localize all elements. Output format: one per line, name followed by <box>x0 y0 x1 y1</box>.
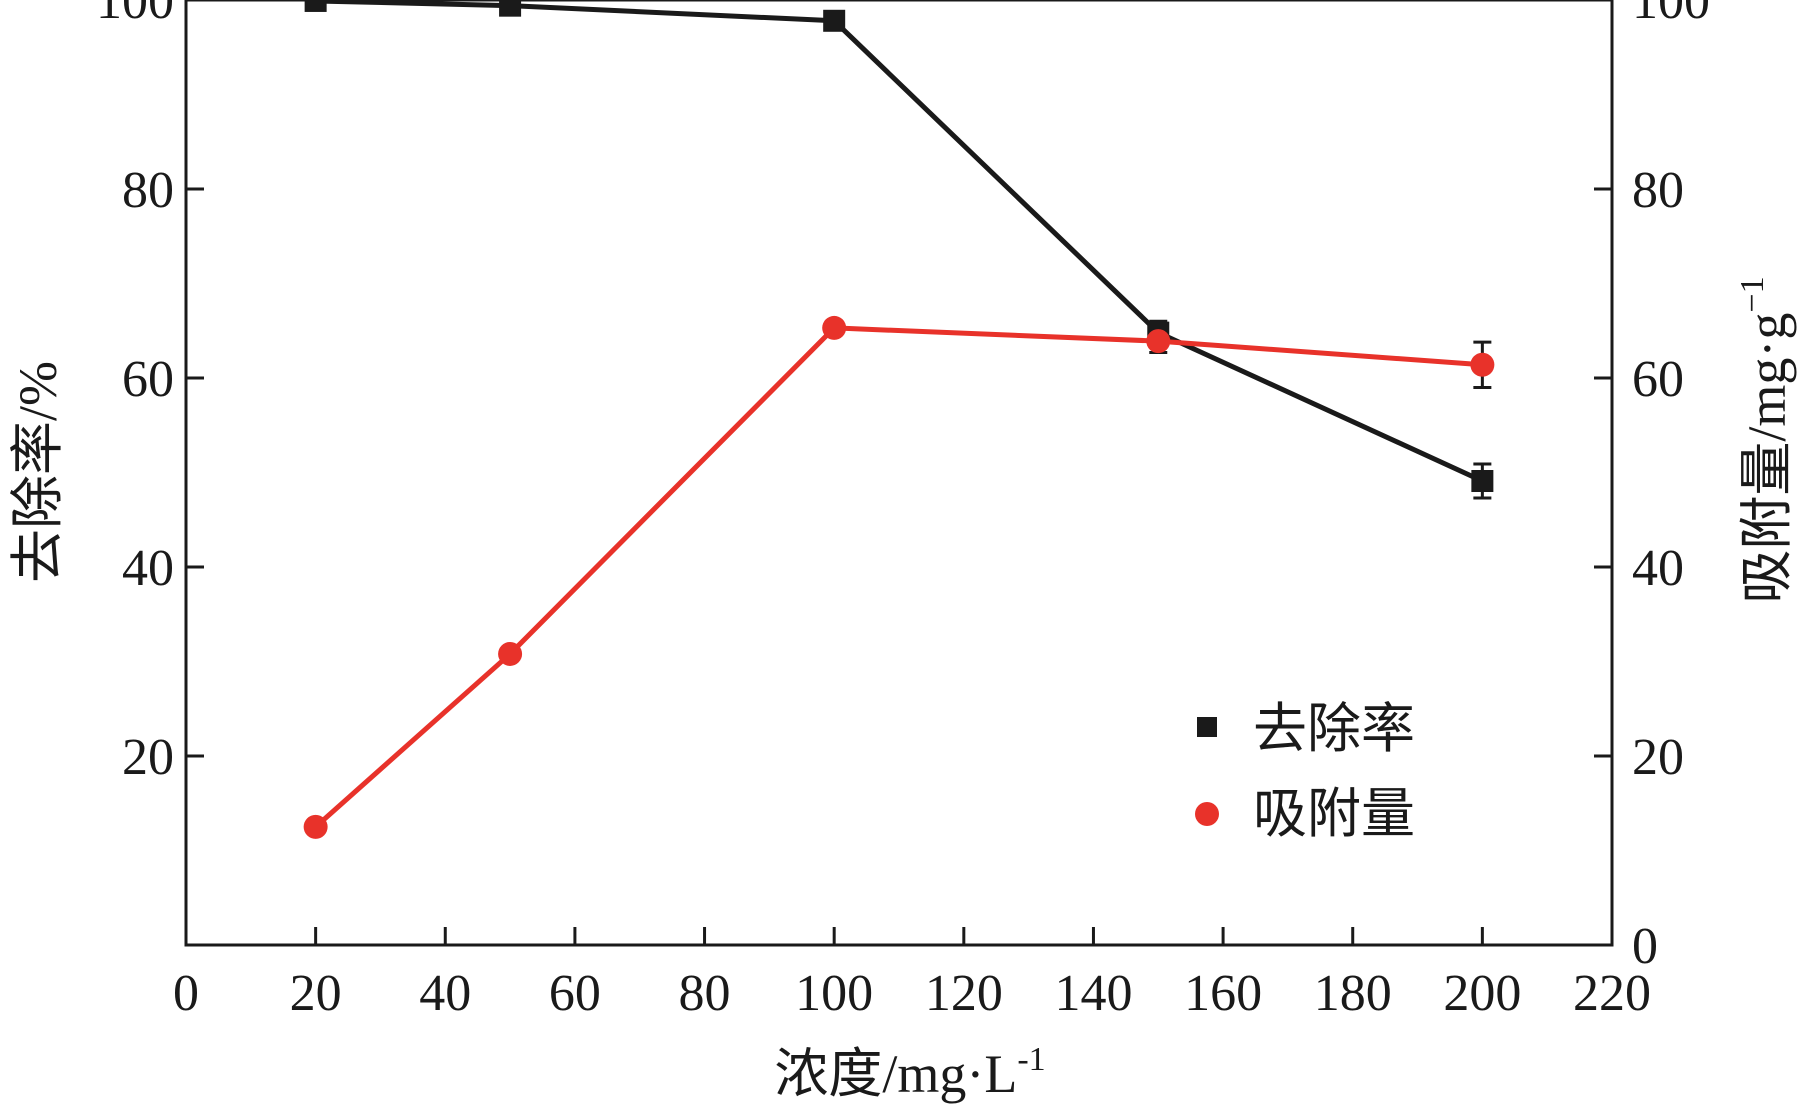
right-y-axis-title: 吸附量/mg·g−1 <box>1734 276 1797 603</box>
data-point-adsorption <box>498 641 523 666</box>
x-axis-ticks: 0 20 40 60 80 100 120 140 160 180 200 220 <box>173 927 1651 1022</box>
plot-frame <box>184 0 1614 947</box>
x-tick-label: 80 <box>679 965 731 1022</box>
x-tick-label: 40 <box>419 965 471 1022</box>
right-y-axis-title-superscript: −1 <box>1734 276 1771 312</box>
legend-label-removal-rate: 去除率 <box>1253 699 1415 759</box>
right-y-tick-label: 100 <box>1632 0 1710 30</box>
x-tick-label: 0 <box>173 965 199 1022</box>
right-y-tick-label: 80 <box>1632 162 1684 219</box>
data-point-adsorption <box>1146 329 1171 354</box>
left-y-tick-label: 20 <box>122 729 174 786</box>
x-tick-label: 180 <box>1314 965 1392 1022</box>
x-tick-label: 120 <box>925 965 1003 1022</box>
right-y-tick-label: 0 <box>1632 918 1658 975</box>
left-y-tick-label: 100 <box>96 0 174 30</box>
left-y-tick-label: 60 <box>122 351 174 408</box>
data-point-adsorption <box>303 814 328 839</box>
legend-marker-adsorption <box>1195 802 1219 826</box>
data-point-removal-rate <box>499 0 522 17</box>
x-tick-label: 160 <box>1184 965 1262 1022</box>
x-tick-label: 100 <box>795 965 873 1022</box>
series-layer <box>303 0 1495 839</box>
x-axis-title-main: 浓度/mg·L <box>774 1044 1017 1104</box>
legend: 去除率 吸附量 <box>1195 699 1415 844</box>
right-y-tick-label: 40 <box>1632 540 1684 597</box>
x-axis-title-superscript: -1 <box>1017 1041 1045 1078</box>
x-tick-label: 20 <box>290 965 342 1022</box>
left-y-tick-label: 40 <box>122 540 174 597</box>
legend-marker-removal-rate <box>1197 717 1217 737</box>
x-axis-title: 浓度/mg·L-1 <box>774 1041 1045 1104</box>
data-point-adsorption <box>1470 352 1495 377</box>
x-tick-label: 140 <box>1054 965 1132 1022</box>
right-y-tick-label: 20 <box>1632 729 1684 786</box>
series-line-removal-rate <box>315 0 1484 484</box>
data-point-removal-rate <box>823 9 846 32</box>
right-y-tick-label: 60 <box>1632 351 1684 408</box>
data-point-adsorption <box>822 315 847 340</box>
left-y-axis-ticks: 20 40 60 80 100 <box>96 0 204 786</box>
x-tick-label: 60 <box>549 965 601 1022</box>
left-y-tick-label: 80 <box>122 162 174 219</box>
data-point-removal-rate <box>304 0 327 12</box>
legend-label-adsorption: 吸附量 <box>1253 784 1415 844</box>
x-tick-label: 200 <box>1443 965 1521 1022</box>
right-y-axis-ticks: 0 20 40 60 80 100 <box>1594 0 1710 975</box>
left-y-axis-title: 去除率/% <box>8 361 68 583</box>
right-y-axis-title-main: 吸附量/mg·g <box>1737 313 1797 604</box>
data-point-removal-rate <box>1471 470 1494 493</box>
x-tick-label: 220 <box>1573 965 1651 1022</box>
